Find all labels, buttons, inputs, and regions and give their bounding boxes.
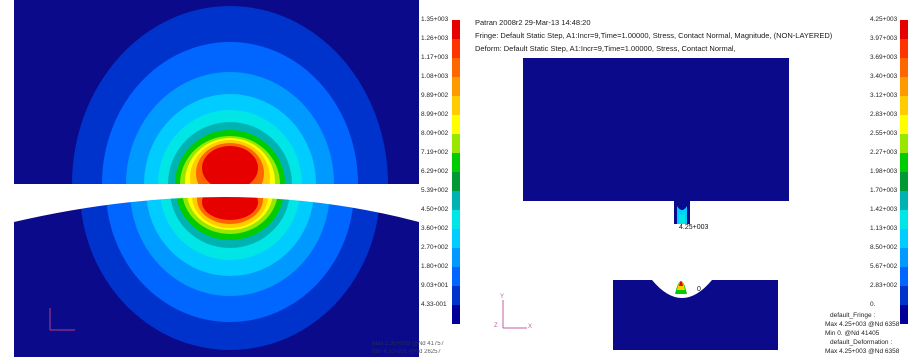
legend-color-band — [452, 191, 460, 210]
legend-tick-label: 1.42+003 — [870, 206, 898, 213]
legend-color-band — [900, 267, 908, 286]
legend-tick-label: 4.25+003 — [870, 16, 898, 23]
lower-contours — [80, 190, 380, 350]
legend-color-band — [452, 77, 460, 96]
legend-color-band — [452, 96, 460, 115]
legend-tick-label: 9.03+001 — [421, 282, 449, 289]
legend-color-band — [900, 96, 908, 115]
legend-tick-label: 2.83+002 — [870, 282, 898, 289]
legend-color-band — [900, 134, 908, 153]
legend-tick-label: 8.50+002 — [870, 244, 898, 251]
legend-color-band — [452, 210, 460, 229]
left-contour-plot — [14, 0, 419, 357]
header-title: Patran 2008r2 29-Mar-13 14:48:20 — [475, 18, 591, 27]
legend-tick-label: 2.70+002 — [421, 244, 449, 251]
legend-color-band — [900, 20, 908, 39]
legend-tick-label: 1.13+003 — [870, 225, 898, 232]
legend-tick-label: 3.97+003 — [870, 35, 898, 42]
legend-color-band — [452, 267, 460, 286]
legend-color-band — [452, 286, 460, 305]
legend-tick-label: 8.99+002 — [421, 111, 449, 118]
left-footer-min: Min 4.33-001 @Nd 26257 — [372, 349, 441, 355]
legend-tick-label: 1.80+002 — [421, 263, 449, 270]
legend-tick-label: 9.89+002 — [421, 92, 449, 99]
legend-tick-label: 4.33-001 — [421, 301, 447, 308]
legend-tick-label: 1.98+003 — [870, 168, 898, 175]
footer-deform-title: default_Deformation : — [830, 339, 893, 346]
header-deform: Deform: Default Static Step, A1:Incr=9,T… — [475, 44, 736, 53]
legend-tick-label: 1.35+003 — [421, 16, 449, 23]
axis-z-label: Z — [494, 323, 498, 329]
legend-color-band — [900, 172, 908, 191]
legend-tick-label: 6.29+002 — [421, 168, 449, 175]
legend-color-band — [900, 191, 908, 210]
left-footer-max: Max 1.35+003 @Nd 41757 — [372, 341, 444, 347]
lower-block — [613, 280, 778, 350]
legend-color-band — [452, 39, 460, 58]
legend-tick-label: 1.08+003 — [421, 73, 449, 80]
footer-fringe-title: default_Fringe : — [830, 312, 876, 319]
legend-tick-label: 3.12+003 — [870, 92, 898, 99]
legend-color-band — [452, 134, 460, 153]
legend-color-band — [900, 248, 908, 267]
legend-tick-label: 4.50+002 — [421, 206, 449, 213]
axis-triad-left — [49, 308, 75, 331]
legend-tick-label: 7.19+002 — [421, 149, 449, 156]
legend-color-band — [900, 229, 908, 248]
legend-tick-label: 1.70+003 — [870, 187, 898, 194]
legend-tick-label: 2.83+003 — [870, 111, 898, 118]
axis-triad-right — [502, 300, 527, 329]
right-viewport[interactable]: Patran 2008r2 29-Mar-13 14:48:20 Fringe:… — [465, 0, 909, 357]
left-viewport[interactable]: 1.35+003 1.26+003 1.17+003 1.08+003 9.89+002… — [0, 0, 465, 357]
right-contour-plot — [502, 58, 789, 350]
upper-contours — [72, 6, 388, 184]
upper-block — [523, 58, 789, 201]
legend-color-band — [452, 20, 460, 39]
legend-color-band — [900, 153, 908, 172]
legend-color-band — [900, 286, 908, 305]
legend-tick-label: 0. — [870, 301, 876, 308]
legend-color-band — [900, 39, 908, 58]
legend-color-band — [900, 115, 908, 134]
header-fringe: Fringe: Default Static Step, A1:Incr=9,T… — [475, 31, 833, 40]
axis-x-label: X — [528, 324, 533, 330]
axis-y-label: Y — [500, 294, 505, 300]
legend-color-band — [452, 115, 460, 134]
footer-fringe-min: Min 0. @Nd 41405 — [825, 330, 880, 337]
legend-color-band — [900, 305, 908, 324]
legend-tick-label: 3.40+003 — [870, 73, 898, 80]
legend-tick-label: 2.55+003 — [870, 130, 898, 137]
legend-color-band — [452, 305, 460, 324]
legend-tick-label: 1.17+003 — [421, 54, 449, 61]
legend-tick-label: 3.60+002 — [421, 225, 449, 232]
legend-tick-label: 1.26+003 — [421, 35, 449, 42]
legend-color-band — [452, 153, 460, 172]
max-value-label: 4.25+003 — [679, 224, 709, 231]
legend-color-band — [900, 210, 908, 229]
footer-deform-max: Max 4.25+003 @Nd 6358 — [825, 348, 900, 355]
legend-tick-label: 5.67+002 — [870, 263, 898, 270]
legend-color-band — [452, 172, 460, 191]
legend-tick-label: 2.27+003 — [870, 149, 898, 156]
legend-color-band — [452, 58, 460, 77]
min-value-label: 0. — [697, 286, 703, 293]
legend-tick-label: 5.39+002 — [421, 187, 449, 194]
legend-color-band — [452, 248, 460, 267]
legend-color-band — [452, 229, 460, 248]
legend-color-band — [900, 77, 908, 96]
legend-tick-label: 8.09+002 — [421, 130, 449, 137]
legend-color-band — [900, 58, 908, 77]
footer-fringe-max: Max 4.25+003 @Nd 6358 — [825, 321, 900, 328]
legend-tick-label: 3.69+003 — [870, 54, 898, 61]
